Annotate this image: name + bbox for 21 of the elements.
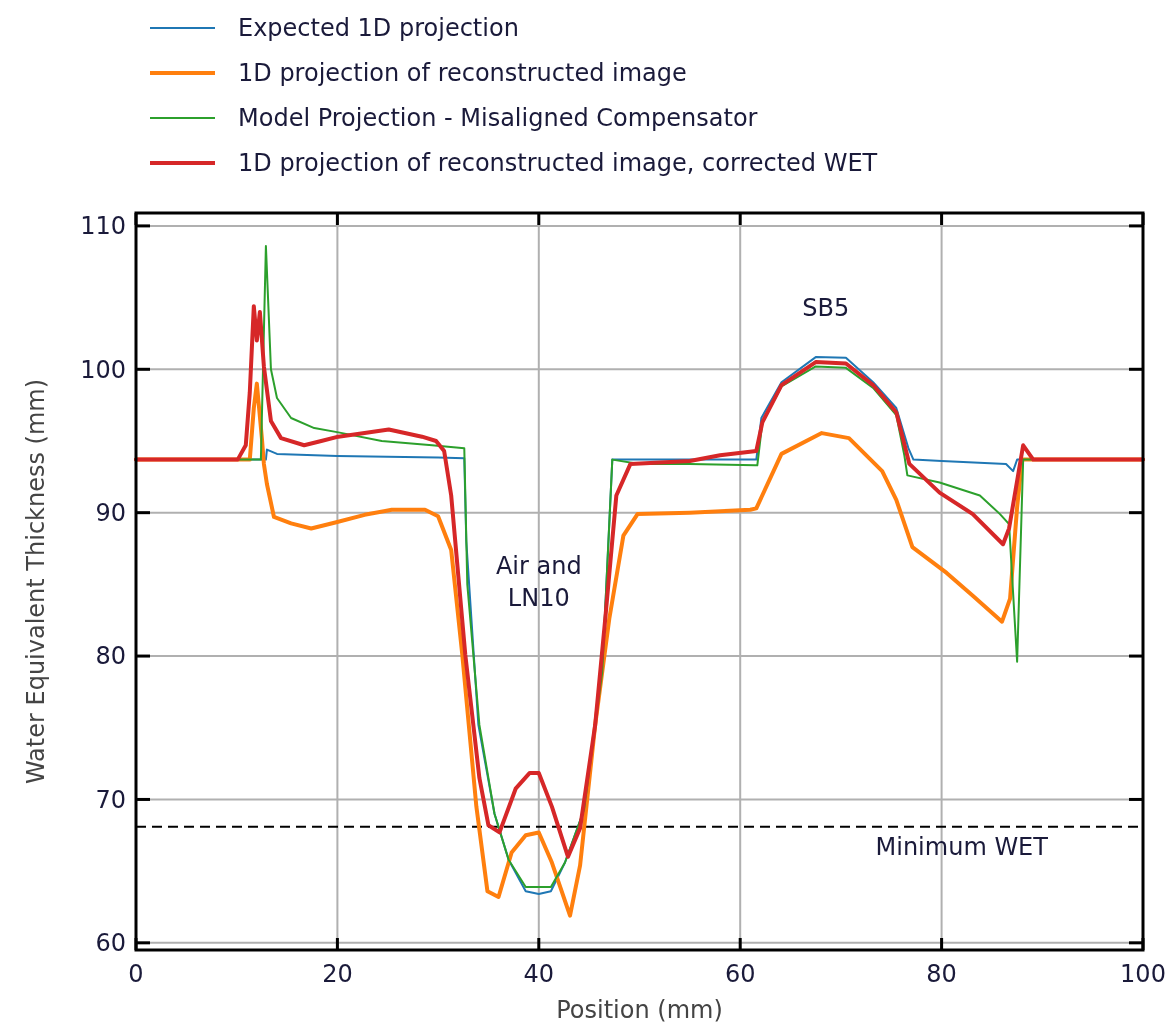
- ref-line-label: Minimum WET: [875, 832, 1049, 861]
- annotation: SB5: [802, 293, 850, 322]
- y-tick-label: 70: [95, 785, 126, 814]
- x-tick-label: 20: [322, 960, 353, 988]
- legend-label: 1D projection of reconstructed image: [238, 59, 687, 88]
- annotation: Air and LN10: [495, 551, 582, 612]
- y-axis-title: Water Equivalent Thickness (mm): [22, 378, 50, 785]
- x-tick-label: 80: [926, 960, 957, 988]
- y-tick-label: 90: [95, 499, 126, 528]
- y-tick-label: 80: [95, 642, 126, 671]
- y-tick-label: 60: [95, 929, 126, 958]
- x-tick-label: 60: [724, 960, 756, 988]
- x-tick-label: 40: [523, 960, 555, 988]
- legend-label: Model Projection - Misaligned Compensator: [238, 104, 758, 133]
- x-axis-title: Position (mm): [556, 996, 723, 1024]
- x-tick-label: 0: [128, 960, 144, 988]
- legend-label: Expected 1D projection: [238, 14, 519, 43]
- y-tick-label: 100: [80, 355, 126, 384]
- legend-label: 1D projection of reconstructed image, corrected WET: [238, 149, 878, 178]
- x-tick-label: 100: [1120, 960, 1166, 988]
- y-tick-label: 110: [80, 212, 126, 241]
